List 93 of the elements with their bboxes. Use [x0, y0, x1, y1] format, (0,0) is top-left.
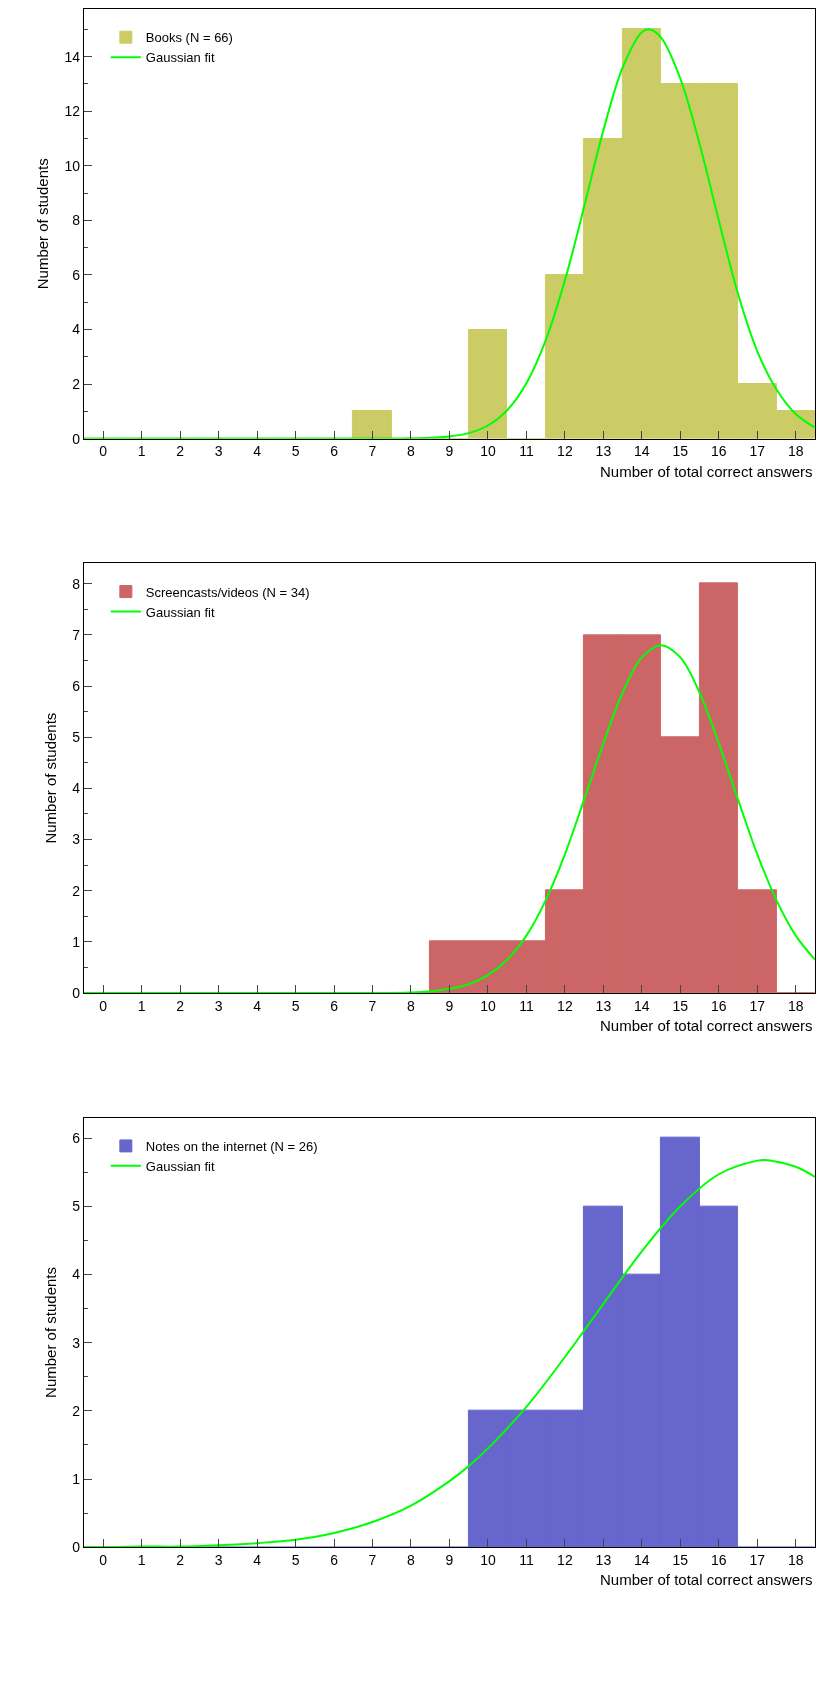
x-tick-label: 17: [749, 997, 766, 1014]
x-tick-label: 3: [214, 1552, 223, 1569]
y-tick-label: 12: [64, 103, 81, 120]
x-tick-label: 18: [787, 997, 804, 1014]
x-tick-label: 0: [99, 443, 108, 460]
y-tick-label: 1: [72, 1470, 81, 1487]
x-tick-label: 11: [519, 997, 534, 1014]
x-tick-label: 7: [368, 443, 377, 460]
x-tick-label: 15: [672, 1552, 689, 1569]
y-tick-label: 5: [72, 729, 81, 746]
y-tick-label: 4: [72, 780, 81, 797]
x-tick-label: 10: [480, 1552, 496, 1569]
x-tick-label: 8: [407, 1552, 416, 1569]
x-tick-label: 6: [330, 1552, 339, 1569]
x-tick-label: 10: [480, 997, 496, 1014]
y-axis-title: Number of students: [41, 1267, 59, 1398]
x-tick-label: 14: [634, 443, 650, 460]
x-tick-label: 9: [445, 997, 454, 1014]
x-tick-label: 14: [634, 1552, 650, 1569]
x-tick-label: 16: [711, 997, 727, 1014]
x-tick-label: 15: [672, 997, 689, 1014]
x-tick-label: 4: [253, 997, 262, 1014]
y-tick-label: 4: [72, 321, 81, 338]
y-tick-label: 6: [72, 266, 81, 283]
y-tick-label: 2: [72, 1402, 81, 1419]
y-tick-label: 8: [72, 575, 81, 592]
x-tick-label: 16: [711, 443, 727, 460]
y-tick-label: 0: [72, 1539, 81, 1556]
y-tick-label: 7: [72, 626, 81, 643]
x-tick-label: 15: [672, 443, 689, 460]
y-tick-label: 2: [72, 375, 81, 392]
legend-label: Notes on the internet (N = 26): [145, 1138, 318, 1154]
x-tick-label: 1: [137, 1552, 146, 1569]
y-tick-label: 6: [72, 677, 81, 694]
x-tick-label: 5: [291, 443, 300, 460]
y-tick-label: 5: [72, 1198, 81, 1215]
x-tick-label: 2: [176, 997, 185, 1014]
y-tick-label: 1: [72, 933, 81, 950]
x-tick-label: 4: [253, 1552, 262, 1569]
y-tick-label: 0: [72, 984, 81, 1001]
x-tick-label: 8: [407, 443, 416, 460]
y-tick-label: 2: [72, 882, 81, 899]
x-tick-label: 5: [291, 1552, 300, 1569]
x-tick-label: 9: [445, 1552, 454, 1569]
x-tick-label: 0: [99, 997, 108, 1014]
legend-label: Books (N = 66): [145, 30, 233, 46]
x-tick-label: 13: [595, 997, 612, 1014]
x-tick-label: 3: [214, 443, 223, 460]
x-tick-label: 7: [368, 1552, 377, 1569]
x-tick-label: 2: [176, 443, 185, 460]
y-tick-label: 3: [72, 1334, 81, 1351]
x-tick-label: 18: [787, 443, 804, 460]
legend-label: Gaussian fit: [145, 604, 215, 620]
x-tick-label: 3: [214, 997, 223, 1014]
legend-label: Gaussian fit: [145, 50, 215, 66]
x-tick-label: 4: [253, 443, 262, 460]
x-axis-title: Number of total correct answers: [600, 463, 813, 480]
y-tick-label: 3: [72, 831, 81, 848]
x-tick-label: 9: [445, 443, 454, 460]
x-tick-label: 11: [519, 1552, 534, 1569]
x-tick-label: 14: [634, 997, 650, 1014]
x-tick-label: 17: [749, 443, 766, 460]
y-tick-label: 4: [72, 1266, 81, 1283]
x-tick-label: 10: [480, 443, 496, 460]
x-tick-label: 7: [368, 997, 377, 1014]
y-tick-label: 14: [64, 48, 81, 65]
x-tick-label: 5: [291, 997, 300, 1014]
x-axis-title: Number of total correct answers: [600, 1017, 813, 1034]
x-tick-label: 12: [557, 1552, 573, 1569]
x-tick-label: 16: [711, 1552, 727, 1569]
x-tick-label: 12: [557, 443, 573, 460]
x-tick-label: 2: [176, 1552, 185, 1569]
x-tick-label: 13: [595, 1552, 612, 1569]
x-tick-label: 12: [557, 997, 573, 1014]
x-tick-label: 13: [595, 443, 612, 460]
x-tick-label: 6: [330, 997, 339, 1014]
x-tick-label: 18: [787, 1552, 804, 1569]
x-tick-label: 8: [407, 997, 416, 1014]
x-tick-label: 0: [99, 1552, 108, 1569]
x-tick-label: 1: [137, 997, 146, 1014]
y-axis-title: Number of students: [33, 158, 51, 290]
y-tick-label: 0: [72, 430, 81, 447]
x-tick-label: 1: [137, 443, 146, 460]
x-tick-label: 6: [330, 443, 339, 460]
y-axis-title: Number of students: [41, 712, 59, 844]
y-tick-label: 6: [72, 1130, 81, 1147]
legend-label: Screencasts/videos (N = 34): [145, 584, 310, 600]
y-tick-label: 8: [72, 212, 81, 229]
x-tick-label: 17: [749, 1552, 766, 1569]
x-tick-label: 11: [519, 443, 534, 460]
legend-label: Gaussian fit: [145, 1158, 215, 1174]
x-axis-title: Number of total correct answers: [600, 1571, 813, 1588]
y-tick-label: 10: [64, 157, 81, 174]
